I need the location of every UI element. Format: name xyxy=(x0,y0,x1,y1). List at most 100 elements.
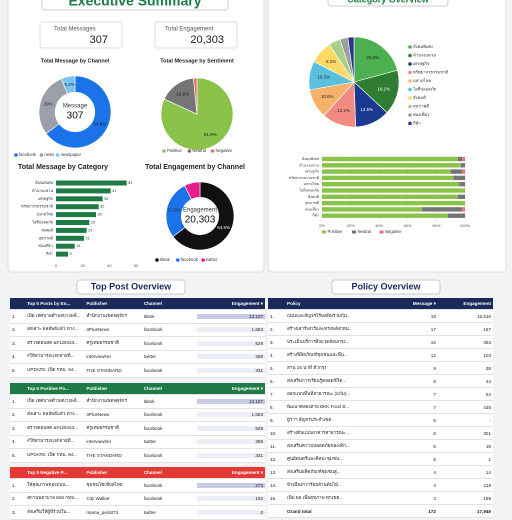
title-box xyxy=(41,0,229,11)
y-tick-label: สังคมพิเศษ xyxy=(35,180,53,185)
bar-segment xyxy=(447,213,465,218)
legend-label: Negative xyxy=(216,148,233,153)
table-row: 2. สถานพยาบาล ผลง กทม... City Walker facebo… xyxy=(10,493,265,506)
table-cell: 4 xyxy=(433,469,436,475)
kpi-label: Total Engagement xyxy=(165,27,214,33)
table-cell: ผู้ว่าฯ สัญจรประจำเขต xyxy=(287,416,332,422)
x-tick-label: 20% xyxy=(347,223,355,228)
table-cell: 15 xyxy=(430,339,436,345)
summary-panel xyxy=(7,0,265,273)
legend-label: สังคมพิเศษ xyxy=(413,44,433,49)
legend-label: เศรษฐกิจ xyxy=(413,61,430,66)
legend-swatch xyxy=(39,153,44,157)
legend-swatch xyxy=(379,230,384,234)
header-cell: Top 5 Positive Po... xyxy=(27,386,69,391)
header-cell: Engagement ▾ xyxy=(231,300,264,306)
y-tick-label: ไอทีปลอดภัย xyxy=(31,220,53,225)
table-row: 2. ส่งเสาะ ผลลัพธ์แล้ว ทาง... 3PlusNews fac… xyxy=(10,409,265,422)
table-cell: สร้างต้นแบบอาคารสาธารณะ... xyxy=(287,429,350,435)
table-header: Top 5 Negative P... Publisher Channel Engag… xyxy=(10,467,265,479)
table-cell: 529 xyxy=(196,425,265,431)
kpi-label: Total Messages xyxy=(54,27,96,33)
header-cell: Publisher xyxy=(86,386,108,391)
table-cell: facebook xyxy=(143,367,163,373)
table-cell: สำนักงานเขตจตุจักร xyxy=(86,397,127,403)
legend-label: ท่องเที่ยว xyxy=(413,111,430,117)
table-cell: 4. xyxy=(12,354,16,360)
center-value: 307 xyxy=(67,111,84,122)
legend-swatch xyxy=(322,230,326,234)
table-cell: 188 xyxy=(483,495,491,501)
table-cell: 3. xyxy=(270,339,274,345)
value-label: 12.5% xyxy=(360,107,373,112)
table-cell: City Walker xyxy=(86,496,110,502)
table-row: 1. เปิด เทศบาลตำบลบางพลี... สำนักงานเขตจตุ… xyxy=(10,395,265,409)
bar xyxy=(56,188,111,194)
legend-label: มหาดไทย xyxy=(413,77,431,83)
header-cell: Publisher xyxy=(86,301,108,306)
table-cell: 435 xyxy=(483,404,491,410)
table-cell: #ให้สามารถแจกจ่ายที่... xyxy=(27,438,75,444)
bar-segment xyxy=(457,194,465,199)
kpi-value: 307 xyxy=(90,34,108,46)
legend-swatch xyxy=(176,258,180,262)
table-cell: ส่งเสริมการเรียนรู้ตลอดชีวิต... xyxy=(287,377,347,383)
table-cell: facebook xyxy=(143,340,163,346)
y-tick-label: มหาดไทย xyxy=(304,181,319,186)
bar-segment xyxy=(322,200,465,206)
y-tick-label: มหาดไทย xyxy=(37,212,53,217)
table-cell: 2. xyxy=(270,326,274,332)
table-cell: 3PlusNews xyxy=(86,412,110,418)
table-cell: เพิ่ม ผล เพื่อสุขภาพ ทุกเขต... xyxy=(287,494,344,500)
table-row: 5. สาน 15 นาที ทั่วกรุง 9 38 xyxy=(268,362,493,375)
table-cell: twitter xyxy=(143,354,157,360)
table-cell: 0 xyxy=(196,509,265,515)
value-label: 30 xyxy=(98,213,102,217)
x-tick-label: 20 xyxy=(80,263,85,268)
legend-swatch xyxy=(408,113,412,117)
x-tick-label: 0% xyxy=(319,223,325,228)
legend-swatch xyxy=(408,87,412,92)
table-cell: mama_pei1873 xyxy=(86,509,119,515)
center-value: 20,303 xyxy=(185,215,216,226)
table-row: 4. สร้างพิพิธภัณฑ์ชุมชนและพื้น... 12 103 xyxy=(268,349,493,362)
table-cell: เปิด เทศบาลตำบลบางพลี... xyxy=(27,397,81,403)
x-tick-label: 60 xyxy=(134,263,139,268)
table-cell: 9 xyxy=(433,365,436,371)
bar-segment xyxy=(422,207,463,212)
bar-segment xyxy=(322,207,423,212)
header-cell: Top 5 Posts by En... xyxy=(27,301,71,306)
table-cell: 2. xyxy=(12,327,16,333)
value-label: 6.2% xyxy=(64,82,74,87)
y-tick-label: สุขภาพดี xyxy=(305,200,319,206)
legend-swatch xyxy=(210,149,215,153)
table-cell: 5. xyxy=(270,365,274,371)
legend-label: facebook xyxy=(19,152,37,157)
table-cell: 1,683 xyxy=(196,327,265,333)
table-cell: 1,683 xyxy=(196,412,265,418)
table-cell: 54 xyxy=(485,391,491,397)
table-row: 7. ออกแบบพื้นที่สาธารณะ (แก้ม)... 7 54 xyxy=(268,388,493,401)
legend-swatch xyxy=(55,153,60,157)
table-row: 3. ประเมินบริการสิ่งแวดล้อมกรุง... 15 363 xyxy=(268,336,493,349)
table-cell: สร้างพิพิธภัณฑ์ชุมชนและพื้น... xyxy=(287,351,348,357)
table-header: Top 5 Posts by En... Publisher Channel Enga… xyxy=(10,298,265,310)
table-cell: 301 xyxy=(483,430,491,436)
legend-swatch xyxy=(408,104,412,109)
center-label: Message xyxy=(63,104,88,110)
table-cell: 1. xyxy=(270,313,274,319)
legend-label: สุขภาพดี xyxy=(413,104,429,110)
table-cell: 102 xyxy=(196,496,265,502)
table-cell: สร้างเสาร์เสาร์และทรงพลังกทม... xyxy=(287,325,353,331)
table-cell: 4 xyxy=(433,482,436,488)
table-cell: ส่งเสริมความปลอดภัยของเด็ก... xyxy=(287,442,350,448)
value-label: 20.8% xyxy=(366,55,379,60)
bar xyxy=(56,220,90,225)
slice xyxy=(347,36,355,83)
value-label: 41 xyxy=(112,189,116,193)
bar-segment xyxy=(322,175,454,181)
legend-label: Neutral xyxy=(358,229,372,234)
table-cell: 12. xyxy=(270,456,277,462)
table-cell: 3 xyxy=(433,495,436,501)
